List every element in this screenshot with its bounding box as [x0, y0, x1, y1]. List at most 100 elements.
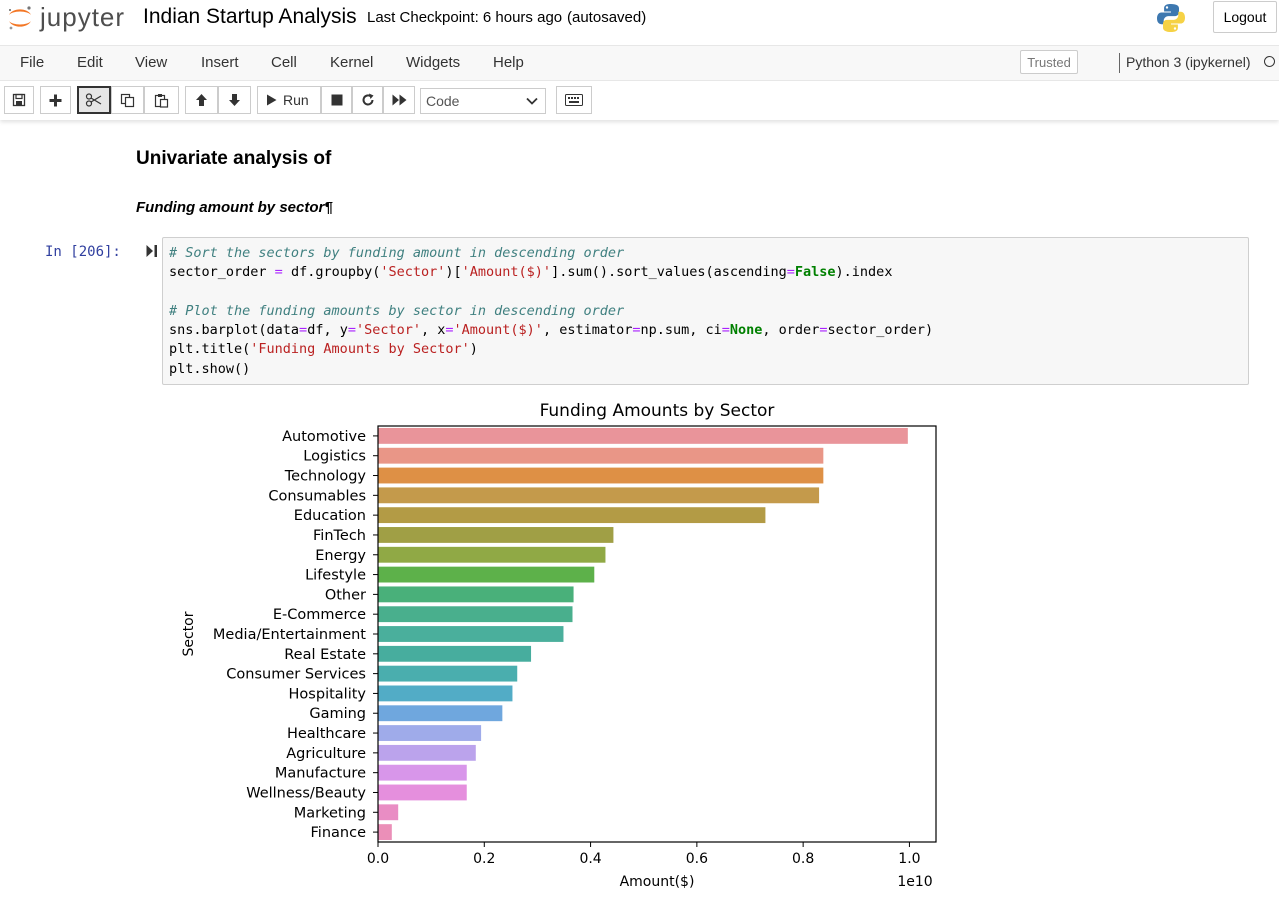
- bar-fintech: [378, 527, 614, 543]
- menu-view[interactable]: View: [135, 54, 168, 71]
- y-tick-label: E-Commerce: [273, 607, 366, 623]
- bar-education: [378, 507, 766, 524]
- move-down-button[interactable]: [218, 86, 251, 114]
- move-down-icon: [229, 94, 240, 106]
- python-logo-icon: [1157, 4, 1185, 32]
- chart-title: Funding Amounts by Sector: [540, 401, 775, 421]
- bar-wellness-beauty: [378, 784, 467, 801]
- x-offset-label: 1e10: [897, 874, 932, 890]
- bar-other: [378, 586, 574, 603]
- markdown-heading[interactable]: Univariate analysis of: [136, 148, 332, 169]
- chevron-down-icon: [526, 97, 538, 105]
- trusted-badge[interactable]: Trusted: [1020, 50, 1078, 74]
- bar-marketing: [378, 804, 399, 821]
- jupyter-brand-text[interactable]: jupyter: [40, 2, 126, 32]
- y-tick-label: Other: [325, 587, 366, 603]
- notebook-header: jupyter Indian Startup Analysis Last Che…: [0, 0, 1279, 120]
- menu-widgets[interactable]: Widgets: [406, 54, 461, 71]
- code-line: # Plot the funding amounts by sector in …: [169, 302, 625, 319]
- restart-button[interactable]: [352, 86, 383, 114]
- cell-collapse-icon[interactable]: [146, 244, 158, 258]
- run-button[interactable]: Run: [257, 86, 321, 114]
- bar-media-entertainment: [378, 626, 564, 642]
- bar-hospitality: [378, 685, 513, 702]
- y-tick-label: Energy: [315, 548, 366, 564]
- menu-cell[interactable]: Cell: [271, 54, 297, 71]
- markdown-subheading[interactable]: Funding amount by sector¶: [136, 199, 333, 216]
- y-tick-label: Logistics: [303, 449, 366, 465]
- logout-button[interactable]: Logout: [1213, 1, 1277, 33]
- header-top-row: jupyter Indian Startup Analysis Last Che…: [0, 0, 1279, 44]
- y-tick-label: Hospitality: [289, 686, 367, 702]
- y-tick-label: Gaming: [309, 706, 366, 722]
- bar-finance: [378, 824, 392, 841]
- bar-energy: [378, 546, 606, 563]
- paste-button[interactable]: [144, 86, 179, 114]
- input-prompt: In [206]:: [45, 244, 121, 260]
- bar-agriculture: [378, 744, 476, 761]
- jupyter-logo-icon[interactable]: [6, 4, 34, 32]
- menu-edit[interactable]: Edit: [77, 54, 103, 71]
- add-cell-icon: [49, 94, 62, 106]
- toolbar: Run Code: [0, 86, 1279, 116]
- bar-real-estate: [378, 645, 532, 662]
- save-button[interactable]: [4, 86, 34, 114]
- notebook-name[interactable]: Indian Startup Analysis: [143, 5, 357, 28]
- code-line: sector_order = df.groupby('Sector')['Amo…: [169, 264, 893, 281]
- y-tick-label: Real Estate: [284, 647, 366, 663]
- y-tick-label: Technology: [284, 469, 367, 485]
- y-tick-label: Automotive: [282, 429, 366, 445]
- y-tick-label: Education: [294, 508, 366, 524]
- checkpoint-status: Last Checkpoint: 6 hours ago: [367, 9, 563, 26]
- restart-run-all-button[interactable]: [383, 86, 415, 114]
- x-tick-label: 0.6: [686, 851, 708, 867]
- y-tick-label: Consumables: [268, 488, 366, 504]
- cell-type-value: Code: [426, 93, 460, 109]
- kernel-name[interactable]: Python 3 (ipykernel): [1126, 54, 1251, 70]
- y-tick-label: FinTech: [313, 528, 366, 544]
- run-icon: [267, 94, 277, 106]
- kernel-idle-indicator-icon: [1264, 56, 1275, 67]
- run-label: Run: [283, 92, 309, 108]
- x-tick-label: 0.0: [367, 851, 389, 867]
- cut-button[interactable]: [77, 86, 111, 114]
- code-editor[interactable]: # Sort the sectors by funding amount in …: [169, 244, 933, 379]
- bar-technology: [378, 467, 824, 484]
- add-cell-button[interactable]: [40, 86, 71, 114]
- bar-consumer-services: [378, 665, 518, 682]
- bar-logistics: [378, 447, 824, 464]
- menu-help[interactable]: Help: [493, 54, 524, 71]
- code-line: plt.title('Funding Amounts by Sector'): [169, 341, 478, 358]
- x-tick-label: 0.4: [579, 851, 601, 867]
- funding-bar-chart: Funding Amounts by Sector Automotive Logi…: [181, 401, 937, 890]
- move-up-button[interactable]: [185, 86, 218, 114]
- menu-bar: File Edit View Insert Cell Kernel Widget…: [0, 45, 1279, 81]
- cell-type-select[interactable]: Code: [420, 88, 546, 114]
- bar-gaming: [378, 705, 503, 722]
- bar-consumables: [378, 487, 820, 504]
- menu-kernel[interactable]: Kernel: [330, 54, 374, 71]
- x-tick-label: 0.8: [792, 851, 814, 867]
- restart-icon: [362, 93, 373, 106]
- code-line: plt.show(): [169, 360, 251, 377]
- fast-forward-icon: [392, 94, 406, 106]
- menu-file[interactable]: File: [20, 54, 45, 71]
- chart-bars: [378, 427, 908, 841]
- x-axis-label: Amount($): [620, 874, 695, 890]
- bar-lifestyle: [378, 566, 595, 583]
- kernel-separator: [1119, 53, 1120, 73]
- interrupt-button[interactable]: [321, 86, 352, 114]
- autosave-status: (autosaved): [567, 9, 647, 26]
- y-tick-label: Consumer Services: [226, 667, 366, 683]
- save-icon: [12, 93, 26, 107]
- command-palette-button[interactable]: [556, 86, 592, 114]
- paste-icon: [154, 93, 169, 108]
- menu-insert[interactable]: Insert: [201, 54, 239, 71]
- x-ticks: 0.0 0.2 0.4 0.6 0.8 1.0: [367, 842, 921, 867]
- y-tick-label: Agriculture: [286, 746, 366, 762]
- y-tick-label: Finance: [311, 825, 367, 841]
- move-up-icon: [196, 94, 207, 106]
- copy-button[interactable]: [111, 86, 144, 114]
- stop-icon: [331, 94, 342, 106]
- code-cell[interactable]: # Sort the sectors by funding amount in …: [162, 237, 1249, 385]
